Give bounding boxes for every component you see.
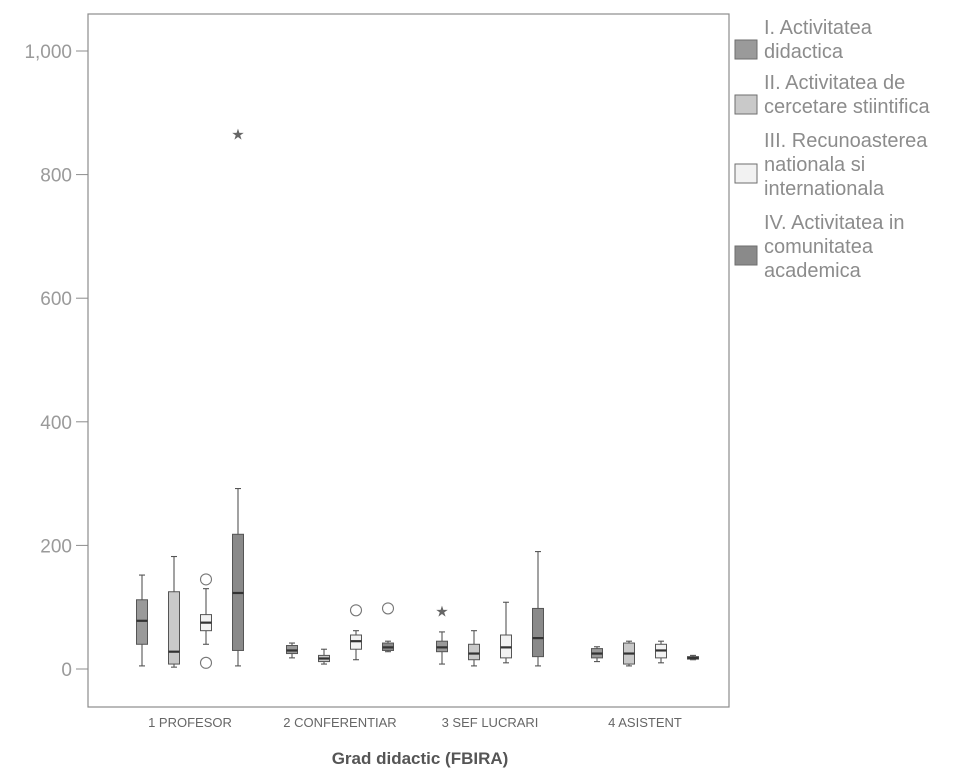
box-group: ★ xyxy=(231,126,245,667)
box-iqr xyxy=(532,607,544,658)
legend-swatch xyxy=(734,163,758,184)
x-tick-label: 4 ASISTENT xyxy=(608,715,682,730)
box-group xyxy=(168,555,180,668)
x-axis-title: Grad didactic (FBIRA) xyxy=(332,749,509,768)
legend-label: internationala xyxy=(764,178,885,200)
legend-label: nationala si xyxy=(764,154,865,176)
y-tick-label: 800 xyxy=(40,166,72,187)
outlier-point xyxy=(381,602,395,615)
extreme-point: ★ xyxy=(435,604,448,621)
y-tick-label: 1,000 xyxy=(24,42,72,63)
y-tick-label: 600 xyxy=(40,289,72,310)
x-tick-label: 3 SEF LUCRARI xyxy=(442,715,539,730)
legend-label: II. Activitatea de xyxy=(764,72,905,94)
legend-label: academica xyxy=(764,260,862,282)
legend-label: I. Activitatea xyxy=(764,17,873,39)
box-group xyxy=(136,574,148,667)
box-iqr xyxy=(468,643,480,661)
box-group xyxy=(286,642,298,659)
y-tick-label: 400 xyxy=(40,413,72,434)
legend-label: cercetare stiintifica xyxy=(764,96,930,118)
legend-swatch xyxy=(734,94,758,115)
y-tick-label: 0 xyxy=(61,660,72,681)
y-axis: 0 200 400 600 800 1,000 xyxy=(24,42,88,681)
box-group xyxy=(500,601,512,664)
box-group xyxy=(349,604,363,661)
box-group xyxy=(623,640,635,667)
legend-label: didactica xyxy=(764,41,844,63)
legend-swatch xyxy=(734,39,758,60)
legend-label: IV. Activitatea in xyxy=(764,212,904,234)
box-iqr xyxy=(168,591,180,665)
legend-label: III. Recunoasterea xyxy=(764,130,928,152)
plot-frame xyxy=(87,13,730,708)
outlier-point xyxy=(199,573,213,586)
x-tick-label: 2 CONFERENTIAR xyxy=(283,715,396,730)
x-tick-label: 1 PROFESOR xyxy=(148,715,232,730)
outlier-point xyxy=(199,656,213,669)
box-group xyxy=(318,648,330,665)
box-group xyxy=(687,654,699,661)
box-group xyxy=(532,551,544,667)
box-group xyxy=(199,573,213,669)
box-iqr xyxy=(136,599,148,645)
outlier-point xyxy=(349,604,363,617)
box-group xyxy=(655,640,667,664)
boxes-group: ★★ xyxy=(136,126,699,669)
extreme-point: ★ xyxy=(231,126,244,143)
box-group: ★ xyxy=(435,604,449,665)
box-group xyxy=(591,646,603,663)
box-group xyxy=(468,630,480,667)
x-axis: 1 PROFESOR 2 CONFERENTIAR 3 SEF LUCRARI 4 A… xyxy=(148,715,682,730)
legend-swatch xyxy=(734,245,758,266)
legend-label: comunitatea xyxy=(764,236,874,258)
box-group xyxy=(381,602,395,653)
y-tick-label: 200 xyxy=(40,536,72,557)
